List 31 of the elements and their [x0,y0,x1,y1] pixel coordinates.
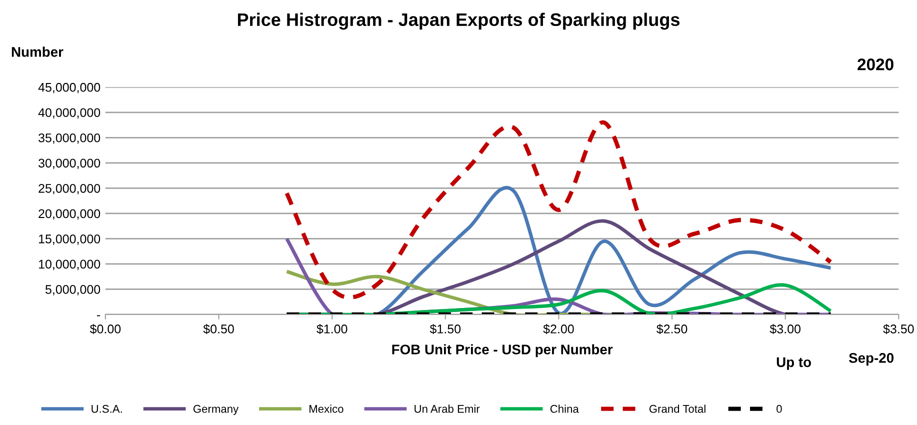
y-tick-label: 30,000,000 [38,158,100,170]
x-tick-label: $3.50 [883,324,914,334]
x-tick-label: $2.00 [543,324,574,334]
y-tick-label: - [96,315,100,316]
legend-label: Grand Total [649,404,706,413]
legend-label: U.S.A. [92,404,122,413]
y-tick-label: 25,000,000 [38,184,100,194]
x-tick-label: $1.50 [430,324,461,334]
text: Up to [776,357,812,370]
y-tick-label: 15,000,000 [38,234,100,245]
legend-label: China [550,404,579,413]
chart-title: Price Histrogram - Japan Exports of Sparking plugs [238,12,680,30]
y-tick-label: 40,000,000 [38,108,100,119]
y-tick-label: 10,000,000 [38,260,100,270]
x-axis-title: FOB Unit Price - USD per Number [392,344,613,358]
legend-label: Un Arab Emir [414,404,480,413]
x-tick-label: $3.00 [770,324,800,334]
text: 2020 [858,58,894,70]
y-tick-label: 35,000,000 [38,133,100,144]
text: Sep-20 [848,353,894,366]
y-axis-title: Number [12,46,64,57]
y-tick-label: 5,000,000 [45,285,100,296]
x-tick-label: $2.50 [656,324,688,334]
legend-label: Germany [193,404,239,415]
y-tick-label: 20,000,000 [38,209,100,220]
y-tick-label: 45,000,000 [38,82,100,94]
x-tick-label: $0.50 [203,324,234,334]
x-tick-label: $0.00 [90,324,121,334]
legend-label: Mexico [309,404,344,413]
x-tick-label: $1.00 [316,324,348,334]
legend-label: 0 [776,404,782,413]
